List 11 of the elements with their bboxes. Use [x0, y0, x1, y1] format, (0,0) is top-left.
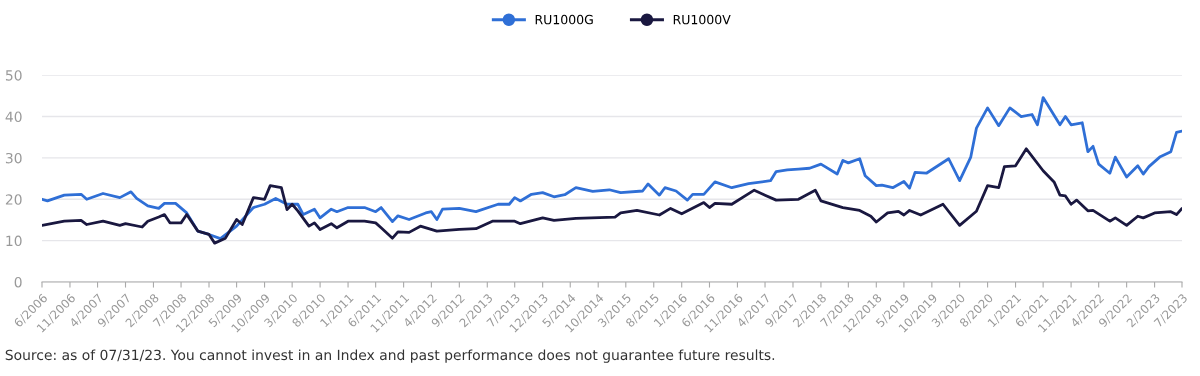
- line-series: [42, 147, 1182, 245]
- y-tick-label: 10: [6, 235, 22, 247]
- legend-label: RU1000G: [535, 14, 593, 25]
- y-tick-label: 50: [5, 70, 22, 81]
- legend-label: RU1000V: [673, 14, 731, 25]
- y-tick-label: 0: [14, 276, 22, 288]
- source-note: Source: as of 07/31/23. You cannot invest in an Index and past performance does not guarantee future results.: [5, 349, 775, 363]
- y-tick-label: 40: [5, 111, 22, 123]
- line-series: [42, 96, 1182, 240]
- y-tick-label: 20: [5, 194, 22, 205]
- y-tick-label: 30: [5, 152, 22, 164]
